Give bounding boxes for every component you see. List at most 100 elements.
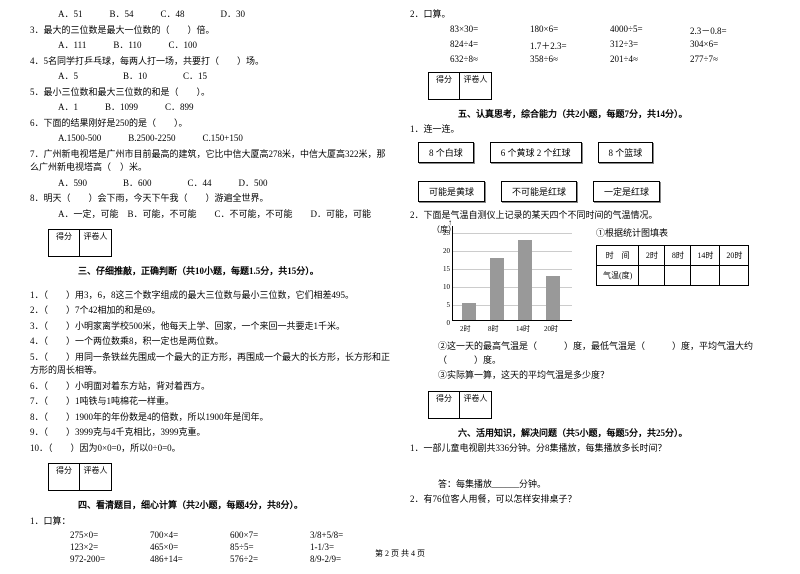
calc-item: 700×4= — [150, 530, 230, 540]
score-cell-1: 得分 — [48, 229, 80, 257]
q5-1: 1．连一连。 — [410, 123, 770, 137]
gridline — [452, 251, 572, 252]
section6-title: 六、活用知识，解决问题（共5小题，每题5分，共25分）。 — [418, 427, 770, 441]
q7: 7．广州新电视塔是广州市目前最高的建筑，它比中信大厦高278米，中信大厦高322… — [30, 148, 390, 175]
score-cell-2: 评卷人 — [80, 463, 112, 491]
gridline — [452, 287, 572, 288]
section3-title: 三、仔细推敲，正确判断（共10小题，每题1.5分，共15分）。 — [38, 265, 390, 279]
calc-item: 83×30= — [450, 24, 530, 37]
j3: 3．（ ）小明家离学校500米，他每天上学、回家，一个来回一共要走1千米。 — [30, 320, 390, 334]
calc-item: 1.7＋2.3= — [530, 39, 610, 52]
table-header-cell: 时 间 — [597, 246, 639, 266]
score-cell-1: 得分 — [428, 72, 460, 100]
temperature-chart: （度） 0510152025 2时8时14时20时 — [438, 226, 578, 336]
j10: 10．（ ）因为0×0=0，所以0÷0=0。 — [30, 442, 390, 456]
y-tick-label: 5 — [438, 301, 450, 309]
calc-item: 600×7= — [230, 530, 310, 540]
calc-row: 632÷8≈358÷6≈201÷4≈277÷7≈ — [410, 54, 770, 64]
j8: 8．（ ）1900年的年份数是4的倍数，所以1900年是闰年。 — [30, 411, 390, 425]
chart-bar — [546, 276, 560, 321]
score-cell-2: 评卷人 — [460, 391, 492, 419]
chart-bar — [462, 303, 476, 321]
table-cell: 气温(度) — [597, 266, 639, 286]
j7: 7．（ ）1吨铁与1吨棉花一样重。 — [30, 395, 390, 409]
calc-item: 358÷6≈ — [530, 54, 610, 64]
q5-2b: ②这一天的最高气温是（ ）度，最低气温是（ ）度，平均气温大约（ ）度。 — [410, 340, 770, 367]
j9: 9．（ ）3999克与4千克相比，3999克重。 — [30, 426, 390, 440]
gridline — [452, 305, 572, 306]
chart-bar — [490, 258, 504, 321]
option-box: 不可能是红球 — [501, 181, 577, 202]
table-header-cell: 14时 — [691, 246, 720, 266]
q8: 8．明天（ ）会下雨，今天下午我（ ）游遍全世界。 — [30, 192, 390, 206]
j5: 5．（ ）用同一条铁丝先围成一个最大的正方形，再围成一个最大的长方形，长方形和正… — [30, 351, 390, 378]
calc-item: 632÷8≈ — [450, 54, 530, 64]
q5-2c: ③实际算一算，这天的平均气温是多少度？ — [410, 369, 770, 383]
q4: 4．5名同学打乒乓球，每两人打一场，共要打（ ）场。 — [30, 55, 390, 69]
q6-2: 2．有76位客人用餐，可以怎样安排桌子？ — [410, 493, 770, 507]
j2: 2．（ ）7个42相加的和是69。 — [30, 304, 390, 318]
y-axis — [452, 226, 453, 321]
calc-row: 83×30=180×6=4000÷5=2.3－0.8= — [410, 24, 770, 37]
j4: 4．（ ）一个两位数乘8，积一定也是两位数。 — [30, 335, 390, 349]
boxes-row-2: 可能是黄球不可能是红球一定是红球 — [410, 178, 770, 205]
score-cell-2: 评卷人 — [80, 229, 112, 257]
gridline — [452, 269, 572, 270]
y-tick-label: 10 — [438, 283, 450, 291]
q4-options: A．5 B．10 C．15 — [30, 70, 390, 84]
calc-item: 275×0= — [70, 530, 150, 540]
gridline — [452, 233, 572, 234]
x-tick-label: 2时 — [460, 324, 471, 334]
calc-item: 277÷7≈ — [690, 54, 770, 64]
calc2-label: 2．口算。 — [410, 8, 770, 22]
table-cell — [665, 266, 691, 286]
option-box: 6 个黄球 2 个红球 — [490, 142, 582, 163]
q2-options: A．51 B．54 C．48 D．30 — [30, 8, 390, 22]
table-cell — [720, 266, 749, 286]
calc-row: 824÷4=1.7＋2.3=312÷3=304×6= — [410, 39, 770, 52]
table-cell — [639, 266, 665, 286]
page-footer: 第 2 页 共 4 页 — [0, 548, 800, 559]
calc-item: 180×6= — [530, 24, 610, 37]
chart-bar — [518, 240, 532, 321]
y-tick-label: 25 — [438, 229, 450, 237]
q6-1: 1．一部儿童电视剧共336分钟。分8集播放，每集播放多长时间？ — [410, 442, 770, 456]
calc-item: 824÷4= — [450, 39, 530, 52]
q6-1-ans: 答：每集播放______分钟。 — [410, 478, 770, 492]
score-box: 得分 评卷人 — [428, 72, 492, 100]
option-box: 可能是黄球 — [418, 181, 485, 202]
boxes-row-1: 8 个白球 6 个黄球 2 个红球 8 个篮球 — [410, 139, 770, 166]
score-cell-1: 得分 — [428, 391, 460, 419]
q6-options: A.1500-500 B.2500-2250 C.150+150 — [30, 132, 390, 146]
table-cell — [691, 266, 720, 286]
y-tick-label: 20 — [438, 247, 450, 255]
x-tick-label: 8时 — [488, 324, 499, 334]
q7-options: A．590 B．600 C．44 D．500 — [30, 177, 390, 191]
option-box: 一定是红球 — [593, 181, 660, 202]
j1: 1．（ ）用3，6，8这三个数字组成的最大三位数与最小三位数，它们相差495。 — [30, 289, 390, 303]
x-axis — [452, 320, 572, 321]
score-cell-1: 得分 — [48, 463, 80, 491]
y-tick-label: 15 — [438, 265, 450, 273]
calc-item: 304×6= — [690, 39, 770, 52]
score-box: 得分 评卷人 — [48, 229, 112, 257]
data-table: 时 间2时8时14时20时 气温(度) — [596, 245, 749, 286]
x-tick-label: 14时 — [516, 324, 530, 334]
score-cell-2: 评卷人 — [460, 72, 492, 100]
q5-options: A．1 B．1099 C．899 — [30, 101, 390, 115]
score-box: 得分 评卷人 — [428, 391, 492, 419]
calc-row: 275×0=700×4=600×7=3/8+5/8= — [30, 530, 390, 540]
calc-item: 201÷4≈ — [610, 54, 690, 64]
x-tick-label: 20时 — [544, 324, 558, 334]
q5: 5．最小三位数和最大三位数的和是（ ）。 — [30, 86, 390, 100]
section4-title: 四、看清题目，细心计算（共2小题，每题4分，共8分）。 — [38, 499, 390, 513]
option-box: 8 个篮球 — [598, 142, 654, 163]
calc-item: 4000÷5= — [610, 24, 690, 37]
table-header-cell: 8时 — [665, 246, 691, 266]
score-box: 得分 评卷人 — [48, 463, 112, 491]
calc-item: 3/8+5/8= — [310, 530, 390, 540]
chart-title: ①根据统计图填表 — [596, 226, 749, 239]
option-box: 8 个白球 — [418, 142, 474, 163]
q3-options: A．111 B．110 C．100 — [30, 39, 390, 53]
q6: 6．下面的结果刚好是250的是（ ）。 — [30, 117, 390, 131]
